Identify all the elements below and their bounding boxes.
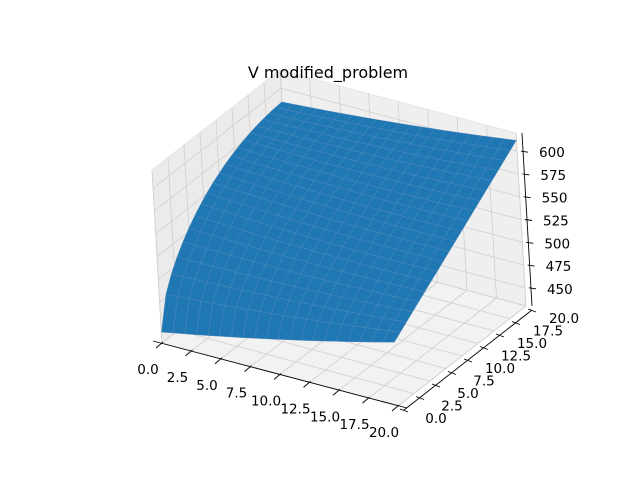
- z-tick-label: 475: [546, 259, 572, 275]
- y-tick-label: 12.5: [501, 349, 531, 365]
- x-tick: [155, 341, 164, 349]
- z-tick: [520, 150, 529, 153]
- z-tick-label: 450: [547, 282, 573, 298]
- chart-title: V modified_problem: [248, 63, 408, 83]
- y-tick-label: 15.0: [517, 336, 547, 352]
- surface-mesh: [161, 101, 517, 343]
- y-tick: [431, 383, 441, 388]
- z-tick: [522, 173, 530, 176]
- surface-facet: [382, 330, 401, 343]
- y-axis-line: [403, 309, 533, 411]
- y-tick: [527, 308, 537, 313]
- x-tick: [244, 365, 252, 372]
- x-tick-label: 2.5: [167, 370, 188, 386]
- z-tick: [526, 241, 534, 244]
- z-tick: [527, 264, 535, 267]
- y-tick-label: 10.0: [485, 361, 515, 377]
- x-tick-label: 10.0: [251, 394, 281, 410]
- y-tick: [495, 333, 505, 338]
- x-tick: [303, 381, 311, 388]
- x-tick: [185, 349, 193, 357]
- tick-labels: 0.0 2.5 5.0 7.5 10.0 12.5 15.0 17.5 20.00.02.55.…: [137, 145, 579, 441]
- y-tick: [479, 346, 489, 350]
- x-tick-label: 0.0: [137, 362, 158, 378]
- x-tick: [273, 373, 282, 380]
- z-tick: [524, 219, 533, 221]
- y-tick: [399, 408, 409, 413]
- x-tick: [391, 404, 400, 412]
- y-tick-label: 2.5: [441, 399, 462, 415]
- y-tick-label: 20.0: [549, 311, 579, 327]
- x-tick: [214, 357, 223, 365]
- x-tick: [332, 388, 341, 396]
- x-tick-label: 15.0: [310, 409, 340, 425]
- y-tick-label: 17.5: [533, 324, 563, 340]
- grid-line-z: [152, 87, 282, 189]
- y-tick: [511, 321, 521, 325]
- z-tick-label: 525: [543, 214, 569, 230]
- z-tick-label: 600: [539, 145, 565, 161]
- x-tick-label: 17.5: [339, 417, 369, 433]
- z-tick: [528, 287, 537, 290]
- z-tick-label: 575: [540, 168, 566, 184]
- z-tick-label: 500: [544, 236, 570, 252]
- x-tick-label: 5.0: [196, 378, 217, 394]
- z-tick: [523, 196, 531, 199]
- z-tick-label: 550: [542, 191, 568, 207]
- x-tick-label: 12.5: [280, 401, 310, 417]
- x-tick-label: 20.0: [369, 425, 399, 441]
- y-tick-label: 5.0: [457, 386, 478, 402]
- y-tick-label: 7.5: [473, 374, 494, 390]
- y-tick-label: 0.0: [425, 411, 446, 427]
- tick-marks: [155, 150, 537, 413]
- y-tick: [463, 358, 473, 363]
- grid-line-y: [177, 330, 415, 394]
- x-tick: [362, 396, 370, 404]
- y-tick: [415, 396, 425, 400]
- y-tick: [447, 371, 457, 375]
- x-tick-label: 7.5: [226, 386, 247, 402]
